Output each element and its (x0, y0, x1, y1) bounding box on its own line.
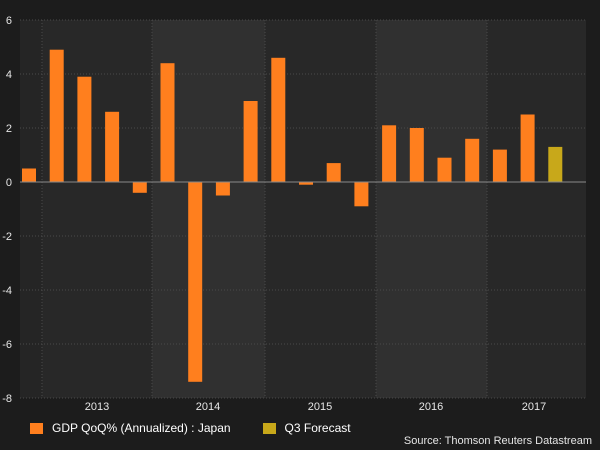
y-tick-label: 4 (6, 69, 12, 81)
legend-label-forecast: Q3 Forecast (284, 421, 351, 435)
gdp-bar (271, 57, 286, 182)
gdp-bar (299, 182, 313, 185)
x-tick-label: 2016 (419, 401, 443, 413)
y-tick-label: -8 (2, 393, 12, 405)
y-tick-label: 2 (6, 123, 12, 135)
gdp-bar (49, 49, 64, 183)
gdp-bar (132, 182, 147, 193)
gdp-bar (77, 76, 92, 182)
y-tick-label: -6 (2, 339, 12, 351)
gdp-bar (382, 125, 397, 182)
legend-item-gdp: GDP QoQ% (Annualized) : Japan (30, 421, 231, 435)
gdp-bar-chart: -8 -6 -4 -2 0 2 4 6 2013 2014 2015 2016 2017 (2, 15, 586, 413)
gdp-bar (437, 157, 452, 182)
gdp-bar (243, 101, 258, 182)
legend-swatch-forecast (262, 422, 276, 434)
source-note: Source: Thomson Reuters Datastream (403, 435, 592, 447)
legend: GDP QoQ% (Annualized) : Japan Q3 Forecas… (30, 420, 383, 436)
gdp-bar (326, 163, 341, 182)
y-tick-label: -2 (2, 231, 12, 243)
year-band-3 (376, 20, 487, 398)
gdp-bar (520, 114, 535, 182)
year-band-lead (20, 20, 42, 398)
x-tick-label: 2015 (308, 401, 332, 413)
forecast-bar (548, 146, 563, 182)
legend-label-gdp: GDP QoQ% (Annualized) : Japan (52, 421, 231, 435)
x-tick-label: 2013 (85, 401, 109, 413)
year-band-last (487, 20, 586, 398)
gdp-bar (188, 182, 203, 382)
gdp-bar (160, 63, 175, 183)
gdp-bar (105, 111, 120, 182)
legend-item-forecast: Q3 Forecast (262, 421, 351, 435)
x-tick-label: 2017 (522, 401, 546, 413)
gdp-bar (492, 149, 507, 182)
y-tick-label: 6 (6, 15, 12, 27)
gdp-bar (215, 182, 230, 196)
gdp-bar (22, 168, 36, 182)
gdp-bar (465, 138, 480, 182)
y-tick-label: -4 (2, 285, 12, 297)
gdp-bar (354, 182, 369, 207)
x-tick-label: 2014 (196, 401, 220, 413)
gdp-bar (409, 128, 424, 182)
legend-swatch-gdp (30, 422, 43, 434)
y-tick-label: 0 (6, 177, 12, 189)
